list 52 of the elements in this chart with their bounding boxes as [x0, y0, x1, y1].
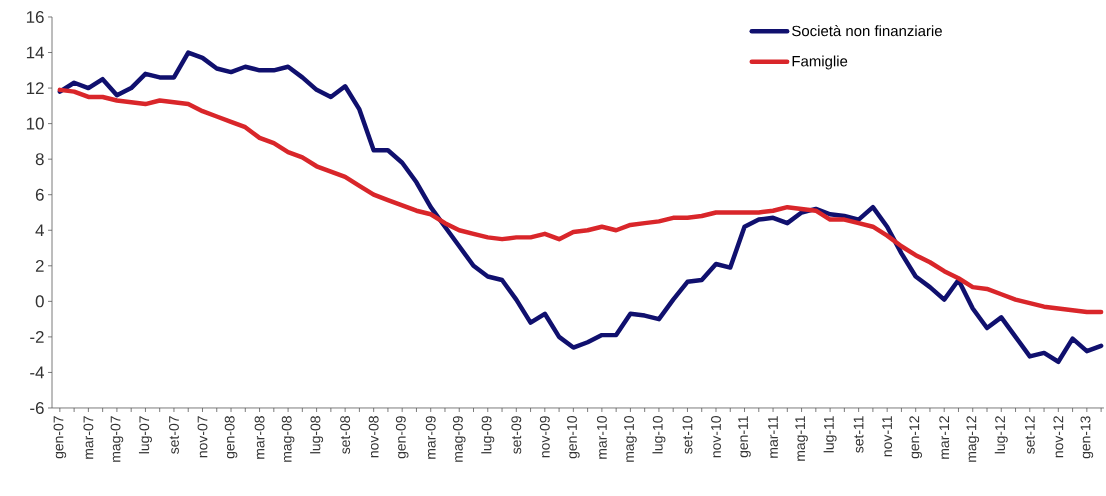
line-series — [57, 50, 1104, 365]
y-tick-label: 12 — [26, 82, 44, 94]
y-tick-label: -4 — [30, 366, 44, 379]
x-tick-label: set-08 — [340, 416, 351, 454]
x-tick-label: lug-07 — [138, 416, 152, 454]
x-tick-label: nov-11 — [882, 416, 893, 457]
x-tick-label: gen-10 — [567, 416, 580, 459]
y-tick-label: -6 — [30, 401, 44, 414]
x-tick-label: gen-11 — [738, 416, 751, 458]
x-tick-label: set-10 — [682, 416, 693, 454]
x-tick-label: set-12 — [1024, 416, 1035, 454]
x-tick-label: mar-11 — [768, 416, 778, 458]
x-tick-label: mar-09 — [425, 416, 436, 459]
x-tick-label: mar-08 — [254, 416, 265, 459]
y-tick-label: 16 — [26, 10, 44, 23]
x-tick-label: set-09 — [511, 416, 522, 454]
x-tick-label: lug-08 — [310, 416, 324, 454]
x-tick-label: mag-08 — [281, 416, 295, 462]
x-tick-label: mar-07 — [83, 416, 94, 459]
x-tick-label: set-11 — [853, 416, 864, 453]
x-tick-label: gen-13 — [1080, 416, 1094, 459]
x-tick-label: lug-09 — [481, 416, 495, 454]
x-tick-label: mag-09 — [452, 416, 466, 462]
y-tick-label: 4 — [35, 224, 44, 237]
x-tick-label: mag-10 — [624, 416, 637, 462]
y-tick-label: 8 — [35, 153, 44, 166]
x-tick-label: gen-12 — [909, 416, 922, 459]
x-tick-label: mar-12 — [939, 416, 950, 459]
x-tick-label: mar-10 — [596, 416, 607, 459]
x-tick-label: nov-08 — [368, 416, 379, 458]
y-tick-label: 2 — [35, 259, 44, 272]
x-tick-label: mag-11 — [795, 416, 808, 461]
x-tick-label: nov-07 — [197, 416, 208, 458]
y-tick-label: 0 — [35, 295, 44, 308]
x-tick-label: gen-08 — [224, 416, 238, 459]
x-tick-label: set-07 — [169, 416, 179, 454]
x-tick-label: mag-07 — [110, 416, 124, 462]
x-tick-label: nov-09 — [539, 416, 550, 458]
x-tick-label: nov-10 — [711, 416, 721, 458]
legend-label: Società non finanziarie — [792, 25, 942, 37]
x-tick-label: gen-07 — [53, 416, 67, 459]
legend-label: Famiglie — [792, 55, 848, 70]
x-tick-label: lug-10 — [652, 416, 666, 454]
x-tick-label: mag-12 — [966, 416, 980, 462]
x-tick-label: lug-11 — [823, 416, 837, 453]
y-tick-label: 14 — [26, 46, 44, 59]
y-tick-label: 10 — [26, 117, 44, 130]
x-tick-label: nov-12 — [1053, 416, 1064, 458]
y-tick-label: -2 — [30, 330, 44, 343]
x-tick-label: lug-12 — [994, 416, 1008, 454]
x-tick-label: gen-09 — [395, 416, 409, 459]
y-tick-label: 6 — [35, 188, 44, 201]
